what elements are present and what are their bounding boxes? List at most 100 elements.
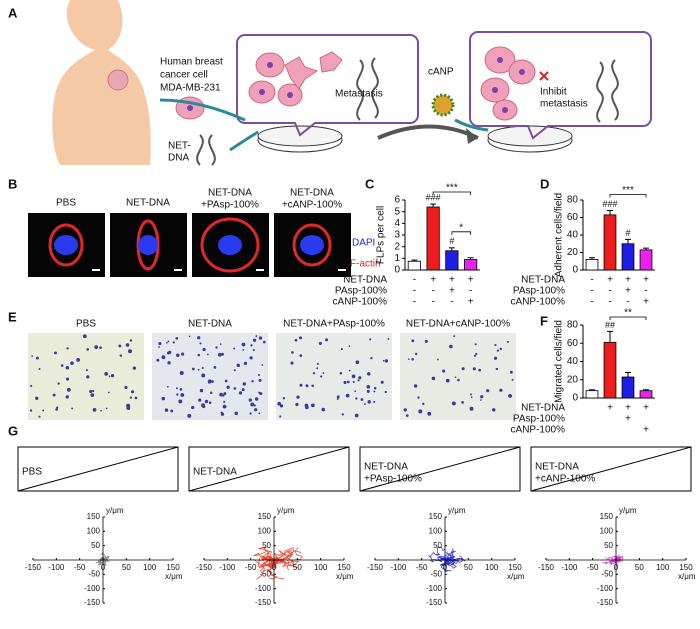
bar (621, 243, 635, 271)
significance-bracket (609, 316, 647, 320)
trajectory (614, 558, 619, 567)
stained-cell (197, 353, 201, 357)
stained-cell (296, 395, 300, 399)
stained-cell (445, 378, 450, 383)
stained-cell (233, 387, 237, 390)
stained-cell (384, 359, 389, 363)
stained-cell (495, 367, 499, 371)
y-tick-label: 100 (429, 526, 443, 535)
stained-cell (358, 376, 362, 380)
bar (585, 390, 599, 399)
gradient-triangle (530, 446, 692, 492)
stained-cell (241, 388, 245, 392)
stained-cell (470, 396, 473, 399)
bracket-label: *** (622, 185, 634, 196)
stained-cell (217, 352, 222, 357)
stained-cell (411, 358, 414, 361)
panel-label: G (8, 423, 18, 438)
stained-cell (71, 407, 74, 410)
condition-label: cANP-100% (511, 297, 566, 308)
y-tick-label: -150 (84, 598, 101, 607)
stained-cell (263, 340, 266, 344)
x-tick-label: -150 (25, 563, 42, 572)
stained-cell (384, 390, 387, 394)
x-tick-label: -50 (416, 563, 428, 572)
stained-cell (320, 375, 323, 378)
y-tick-label: -100 (255, 584, 272, 593)
error-bar (467, 257, 474, 260)
stained-cell (380, 380, 384, 384)
error-bar (643, 389, 649, 391)
stained-cell (261, 364, 264, 366)
significance-mark: # (449, 236, 454, 246)
panel-label: B (8, 176, 17, 191)
y-tick-label: -50 (259, 569, 271, 578)
stained-cell (346, 380, 350, 384)
condition-label: NET-DNA (521, 275, 565, 286)
stained-cell (223, 392, 227, 396)
x-tick-label: 100 (314, 563, 328, 572)
stained-cell (360, 398, 364, 401)
condition-title: +cANP-100% (535, 474, 595, 485)
stained-cell (118, 344, 122, 348)
stained-cell (210, 380, 214, 383)
x-tick-label: -100 (48, 563, 65, 572)
stained-cell (56, 406, 59, 409)
x-axis-label: x/μm (507, 572, 525, 581)
stained-cell (369, 338, 372, 341)
image-title: NET-DNA (290, 188, 334, 199)
condition-symbol: - (469, 286, 472, 297)
y-tick-label: 150 (258, 512, 272, 521)
stained-cell (258, 378, 262, 382)
y-tick-label: -100 (426, 584, 443, 593)
y-tick-label: -100 (84, 584, 101, 593)
stained-cell (70, 361, 74, 365)
stained-cell (249, 356, 253, 360)
stained-cell (170, 409, 174, 413)
stained-cell (191, 367, 195, 371)
stained-cell (108, 375, 111, 378)
y-tick-label: 4 (394, 218, 400, 229)
stained-cell (480, 395, 484, 399)
y-tick-label: 1 (394, 253, 400, 264)
stained-cell (437, 358, 439, 361)
y-tick-label: 60 (567, 212, 579, 223)
error-bar (448, 247, 455, 251)
stained-cell (29, 409, 33, 412)
legend-dapi: DAPI (352, 238, 375, 249)
stained-cell (86, 348, 89, 351)
bar (585, 259, 599, 271)
condition-symbol: - (608, 286, 611, 297)
nucleus (138, 235, 158, 255)
stained-cell (325, 338, 329, 342)
stained-cell (89, 389, 93, 394)
stained-cell (176, 393, 179, 396)
stained-cell (259, 392, 263, 396)
y-tick-label: 0 (394, 265, 400, 276)
error-bar (607, 210, 613, 215)
x-tick-label: 0 (272, 563, 277, 572)
condition-symbol: + (643, 403, 649, 414)
y-tick-label: 50 (604, 541, 613, 550)
stained-cell (373, 386, 377, 390)
y-tick-label: 80 (567, 320, 579, 331)
condition-symbol: - (626, 297, 629, 308)
stained-cell (279, 404, 284, 408)
stained-cell (407, 358, 410, 361)
stained-cell (472, 367, 476, 371)
stained-cell (249, 412, 252, 415)
condition-label: cANP-100% (333, 297, 388, 308)
stained-cell (305, 384, 309, 388)
stained-cell (238, 391, 243, 395)
stained-cell (198, 398, 202, 402)
bar (407, 260, 421, 271)
stained-cell (197, 368, 200, 371)
cell-line-label: MDA-MB-231 (160, 83, 221, 94)
stained-cell (222, 404, 227, 409)
error-bar (607, 330, 613, 343)
stained-cell (354, 413, 359, 418)
stained-cell (105, 407, 108, 410)
trajectory (258, 550, 275, 570)
stained-cell (82, 334, 87, 339)
condition-label: cANP-100% (511, 425, 566, 436)
